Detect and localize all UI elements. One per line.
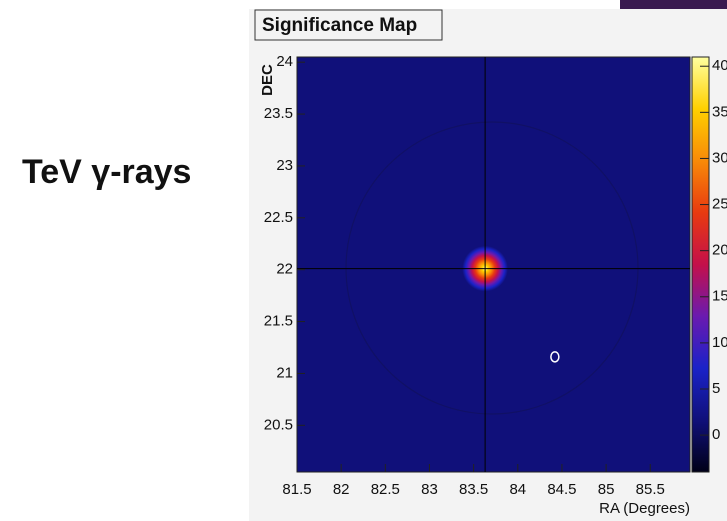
x-tick-label: 83	[421, 481, 438, 498]
x-tick-label: 85.5	[636, 481, 665, 498]
y-tick-label: 21.5	[264, 313, 293, 330]
x-axis-label: RA (Degrees)	[599, 500, 690, 517]
y-tick-label: 21	[276, 364, 293, 381]
plot-frame	[296, 56, 691, 473]
field-of-view	[345, 121, 639, 415]
colorbar-tick-label: 15	[712, 288, 727, 305]
x-tick-label: 84	[509, 481, 526, 498]
y-tick-label: 24	[276, 53, 293, 70]
x-tick-label: 83.5	[459, 481, 488, 498]
colorbar-tick-label: 20	[712, 242, 727, 259]
y-axis-label: DEC	[259, 64, 276, 96]
marker	[550, 351, 560, 363]
x-tick-label: 84.5	[547, 481, 576, 498]
colorbar-tick-label: 25	[712, 196, 727, 213]
colorbar-tick-label: 10	[712, 334, 727, 351]
colorbar-tick-label: 40	[712, 57, 727, 74]
chart-title: Significance Map	[262, 15, 417, 36]
y-tick-label: 23	[276, 157, 293, 174]
image-fragment	[620, 0, 727, 9]
x-tick-label: 82.5	[371, 481, 400, 498]
x-tick-label: 82	[333, 481, 350, 498]
y-tick-label: 20.5	[264, 416, 293, 433]
y-tick-label: 22	[276, 261, 293, 278]
colorbar	[691, 56, 710, 473]
side-label: TeV γ-rays	[22, 153, 191, 191]
colorbar-tick-label: 30	[712, 149, 727, 166]
x-tick-label: 81.5	[282, 481, 311, 498]
title-box	[254, 9, 443, 41]
colorbar-tick-label: 0	[712, 426, 720, 443]
colorbar-tick-label: 5	[712, 380, 720, 397]
y-tick-label: 22.5	[264, 209, 293, 226]
plot-area	[297, 57, 690, 472]
colorbar-tick-label: 35	[712, 103, 727, 120]
y-tick-label: 23.5	[264, 105, 293, 122]
x-tick-label: 85	[598, 481, 615, 498]
